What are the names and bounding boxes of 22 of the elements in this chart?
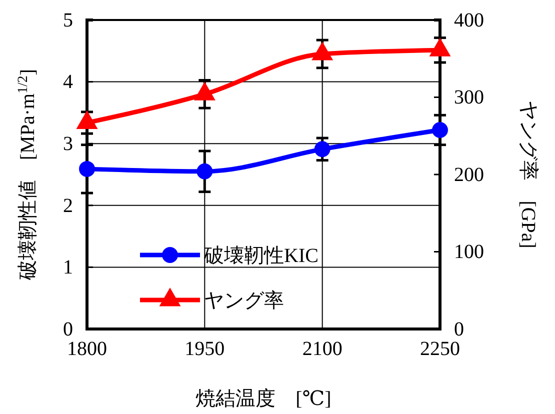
y-tick-label: 4 <box>63 71 73 94</box>
y2-axis-title: ヤング率 [GPa] <box>517 100 539 248</box>
point <box>314 141 330 158</box>
y-tick-label: 0 <box>63 318 73 340</box>
y2-tick-label: 400 <box>454 9 484 32</box>
y2-tick-label: 0 <box>454 318 464 340</box>
x-tick-label: 1800 <box>67 338 107 360</box>
y2-tick-label: 100 <box>454 241 484 264</box>
point <box>79 160 95 177</box>
point <box>432 122 448 138</box>
point <box>196 163 213 180</box>
y-tick-label: 3 <box>63 133 73 155</box>
y-tick-label: 5 <box>63 9 73 32</box>
y-tick-label: 1 <box>63 256 73 279</box>
x-tick-label: 2100 <box>302 338 342 360</box>
y2-tick-label: 300 <box>454 86 484 109</box>
y-tick-label: 2 <box>63 194 73 217</box>
legend-label: ヤング率 <box>204 290 284 312</box>
x-axis-title: 焼結温度 [℃] <box>196 388 332 410</box>
x-tick-label: 1950 <box>184 338 225 360</box>
y2-tick-label: 200 <box>454 164 484 186</box>
x-tick-label: 2250 <box>420 338 460 360</box>
